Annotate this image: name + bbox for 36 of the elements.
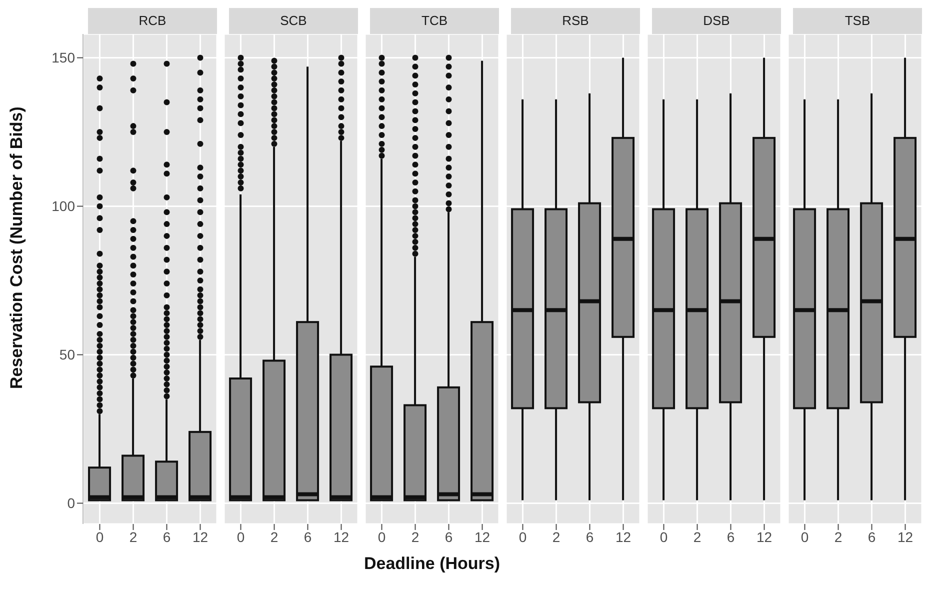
x-tick-label: 0 [236, 528, 245, 545]
x-tick-label: 0 [96, 528, 104, 545]
y-tick-label: 0 [67, 495, 76, 512]
chart-title: RCB [88, 8, 217, 34]
x-tick-label: 6 [304, 528, 312, 545]
x-tick-label: 2 [129, 528, 138, 545]
x-tick-label: 6 [444, 528, 453, 545]
chart-title: DSB [652, 8, 781, 34]
chart-title: TCB [370, 8, 499, 34]
y-tick-label: 50 [59, 346, 76, 363]
x-tick-label: 6 [586, 528, 594, 545]
x-tick-label: 2 [552, 528, 560, 545]
x-tick-label: 0 [518, 528, 527, 545]
chart-title: RSB [511, 8, 640, 34]
x-tick-label: 12 [756, 528, 772, 545]
y-tick-label: 150 [52, 50, 76, 66]
y-tick-label: 100 [52, 198, 76, 214]
x-tick-label: 0 [378, 528, 386, 545]
x-tick-label: 2 [411, 528, 420, 545]
x-tick-label: 12 [192, 528, 208, 545]
x-tick-label: 0 [660, 528, 668, 545]
chart-title: TSB [793, 8, 922, 34]
x-tick-label: 2 [270, 528, 278, 545]
chart-title: SCB [229, 8, 358, 34]
x-tick-label: 2 [834, 528, 842, 545]
y-axis-title: Reservation Cost (Number of Bids) [7, 106, 26, 389]
x-tick-label: 6 [868, 528, 876, 545]
x-tick-label: 12 [615, 528, 632, 545]
x-tick-label: 12 [333, 528, 350, 545]
x-axis-title: Deadline (Hours) [362, 554, 502, 574]
x-tick-label: 0 [800, 528, 809, 545]
x-tick-label: 6 [726, 528, 735, 545]
x-tick-label: 6 [162, 528, 171, 545]
x-tick-label: 12 [897, 528, 914, 545]
x-tick-label: 2 [693, 528, 702, 545]
x-tick-label: 12 [474, 528, 490, 545]
